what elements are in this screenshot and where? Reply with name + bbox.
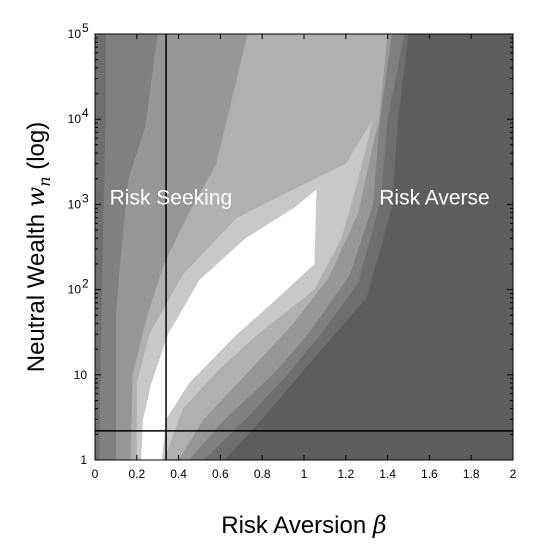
y-tick-label: 1 (80, 453, 87, 467)
y-tick-exponent: 5 (82, 21, 89, 35)
y-tick-label: 10 (74, 368, 88, 382)
x-tick-label: 1 (301, 467, 308, 481)
y-axis-title: Neutral Wealth wn (log) (22, 122, 54, 373)
x-tick-label: 1.6 (421, 467, 438, 481)
x-tick-label: 0 (92, 467, 99, 481)
annotations: Risk Seeking Risk Averse (110, 186, 490, 209)
region-label: Risk Averse (379, 186, 490, 209)
axis-ticks (94, 33, 514, 461)
y-tick-exponent: 4 (82, 106, 89, 120)
region-label: Risk Seeking (110, 186, 233, 209)
y-tick-label: 10 (68, 197, 82, 211)
x-tick-label: 0.8 (254, 467, 271, 481)
x-tick-label: 1.4 (379, 467, 396, 481)
y-tick-label: 10 (68, 27, 82, 41)
y-tick-exponent: 2 (82, 277, 89, 291)
y-tick-label: 10 (68, 283, 82, 297)
x-tick-label: 0.2 (128, 467, 145, 481)
heatmap-bands (95, 34, 409, 460)
x-tick-label: 0.4 (170, 467, 187, 481)
x-tick-label: 1.2 (337, 467, 354, 481)
y-tick-label: 10 (68, 112, 82, 126)
x-tick-label: 1.8 (463, 467, 480, 481)
band-peak (141, 189, 317, 460)
x-tick-label: 2 (510, 467, 517, 481)
x-tick-label: 0.6 (212, 467, 229, 481)
reference-lines (95, 34, 513, 460)
x-axis-title: Risk Aversion β (221, 511, 387, 539)
y-tick-exponent: 3 (82, 191, 89, 205)
